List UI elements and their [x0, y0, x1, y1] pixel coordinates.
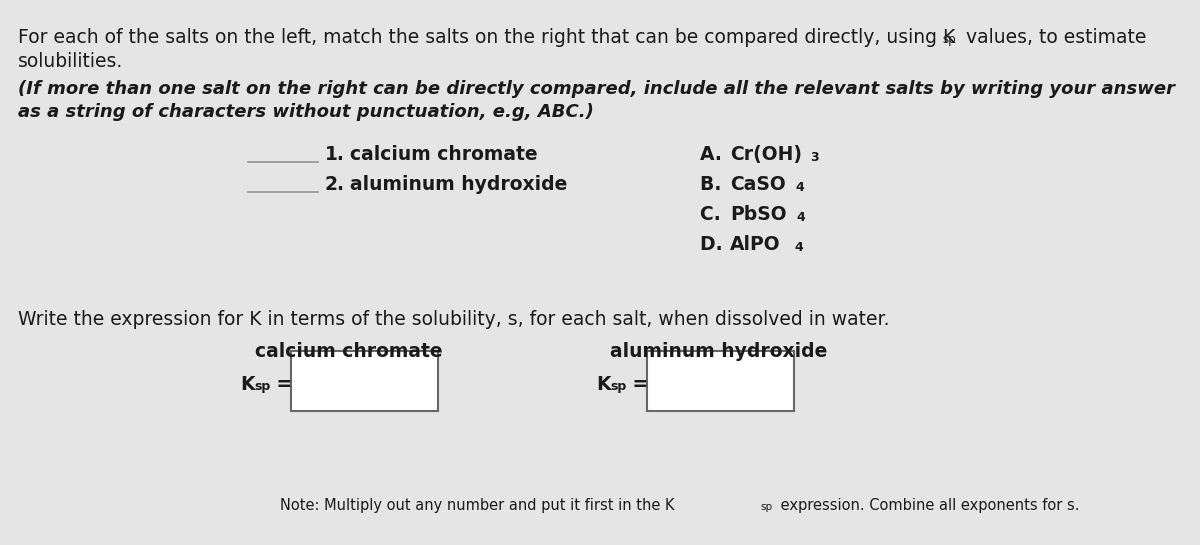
Text: aluminum hydroxide: aluminum hydroxide	[610, 342, 827, 361]
Text: CaSO: CaSO	[730, 175, 786, 194]
Text: sp: sp	[942, 33, 955, 46]
FancyBboxPatch shape	[647, 351, 794, 411]
Text: A.: A.	[700, 145, 728, 164]
Text: 2.: 2.	[325, 175, 346, 194]
Text: sp: sp	[760, 502, 772, 512]
Text: aluminum hydroxide: aluminum hydroxide	[350, 175, 568, 194]
Text: =: =	[270, 375, 293, 394]
Text: 3: 3	[810, 151, 818, 164]
FancyBboxPatch shape	[292, 351, 438, 411]
Text: =: =	[626, 375, 648, 394]
Text: PbSO: PbSO	[730, 205, 787, 224]
Text: (If more than one salt on the right can be directly compared, include all the re: (If more than one salt on the right can …	[18, 80, 1175, 98]
Text: C.: C.	[700, 205, 727, 224]
Text: 4: 4	[796, 211, 805, 224]
Text: calcium chromate: calcium chromate	[350, 145, 538, 164]
Text: as a string of characters without punctuation, e.g, ABC.): as a string of characters without punctu…	[18, 103, 594, 121]
Text: 1.: 1.	[325, 145, 344, 164]
Text: Write the expression for K in terms of the solubility, s, for each salt, when di: Write the expression for K in terms of t…	[18, 310, 889, 329]
Text: sp: sp	[610, 380, 626, 393]
Text: expression. Combine all exponents for s.: expression. Combine all exponents for s.	[776, 498, 1080, 513]
Text: sp: sp	[254, 380, 270, 393]
Text: K: K	[240, 375, 254, 394]
Text: For each of the salts on the left, match the salts on the right that can be comp: For each of the salts on the left, match…	[18, 28, 955, 47]
Text: 4: 4	[794, 241, 803, 254]
Text: calcium chromate: calcium chromate	[256, 342, 443, 361]
Text: K: K	[596, 375, 611, 394]
Text: Note: Multiply out any number and put it first in the K: Note: Multiply out any number and put it…	[280, 498, 674, 513]
Text: Cr(OH): Cr(OH)	[730, 145, 802, 164]
Text: solubilities.: solubilities.	[18, 52, 124, 71]
Text: D.: D.	[700, 235, 730, 254]
Text: values, to estimate: values, to estimate	[960, 28, 1146, 47]
Text: AlPO: AlPO	[730, 235, 781, 254]
Text: B.: B.	[700, 175, 728, 194]
Text: 4: 4	[796, 181, 804, 194]
